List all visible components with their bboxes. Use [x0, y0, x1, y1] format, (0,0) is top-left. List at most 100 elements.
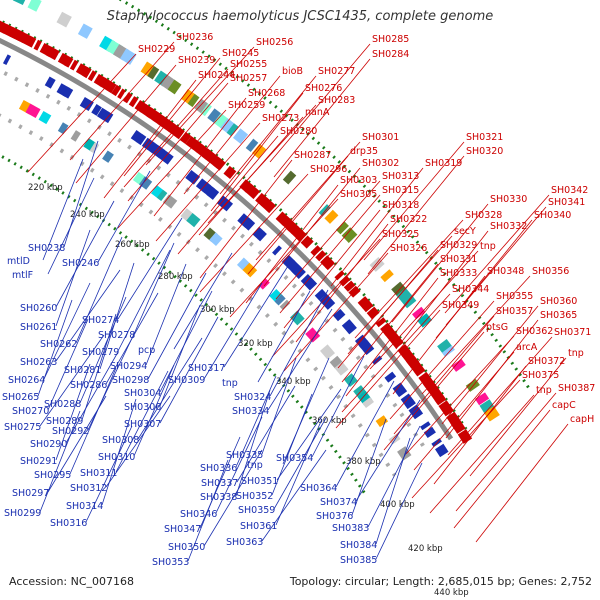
- reverse-gene-label: SH0265: [2, 392, 39, 403]
- cog-band-inner-segment: [57, 122, 69, 135]
- reverse-leader-line: [55, 200, 115, 308]
- reverse-gene-label: mtlD: [7, 256, 30, 267]
- reverse-gene-label: SH0306: [124, 402, 161, 413]
- reverse-leader-line: [39, 334, 105, 427]
- reverse-leader-line: [282, 357, 330, 465]
- forward-leader-line: [145, 46, 255, 166]
- reverse-leader-line: [203, 282, 263, 380]
- forward-gene-label: SH0284: [372, 49, 409, 60]
- forward-strand-segment: [414, 366, 426, 377]
- forward-leader-line: [367, 155, 465, 275]
- forward-gene-label: SH0326: [390, 243, 427, 254]
- forward-leader-line: [273, 58, 371, 178]
- reverse-gene-label: SH0316: [50, 518, 87, 529]
- reverse-strand-segment: [423, 426, 436, 438]
- forward-leader-line: [75, 64, 177, 184]
- forward-strand-segment: [179, 131, 192, 145]
- forward-leader-line: [411, 379, 521, 499]
- forward-gene-label: SH0236: [176, 32, 213, 43]
- forward-leader-line: [369, 250, 479, 370]
- reverse-gene-label: SH0376: [316, 511, 353, 522]
- forward-leader-line: [330, 167, 424, 287]
- forward-gene-label: SH0229: [138, 44, 175, 55]
- reverse-strand-segment: [62, 86, 74, 99]
- reverse-strand-segment: [404, 398, 416, 409]
- forward-strand-segment: [63, 56, 73, 68]
- reverse-gene-label: SH0275: [4, 422, 41, 433]
- reverse-leader-line: [276, 388, 342, 481]
- reverse-strand-segment: [44, 76, 56, 89]
- reverse-gene-label: SH0270: [12, 406, 49, 417]
- forward-strand-segment: [105, 81, 117, 94]
- forward-gene-label: SH0360: [540, 296, 577, 307]
- cog-band-inner-segment: [209, 232, 223, 246]
- reverse-gene-label: SH0289: [46, 416, 83, 427]
- forward-strand-segment: [339, 275, 351, 287]
- reverse-gene-label: SH0352: [236, 491, 273, 502]
- reverse-gene-label: SH0260: [20, 303, 57, 314]
- accession: Accession: NC_007168: [9, 575, 135, 588]
- reverse-gene-label: SH0262: [40, 339, 77, 350]
- forward-leader-line: [199, 173, 309, 293]
- forward-gene-label: SH0357: [496, 306, 533, 317]
- reverse-gene-label: SH0314: [66, 501, 103, 512]
- forward-strand-segment: [343, 280, 356, 292]
- cog-band-outer-segment: [282, 170, 297, 185]
- forward-gene-label: SH0362: [516, 326, 553, 337]
- kbp-tick-label: 280 kbp: [158, 272, 193, 282]
- reverse-strand-segment: [341, 319, 357, 335]
- reverse-strand-segment: [206, 186, 220, 200]
- forward-leader-line: [279, 194, 381, 314]
- genome-summary: Topology: circular; Length: 2,685,015 bp…: [289, 575, 592, 588]
- forward-leader-line: [123, 57, 221, 177]
- grey-ring-1: [0, 113, 397, 477]
- reverse-gene-labels: SH0238 mtlD mtlF SH0246 SH0260 SH0274 SH0261 SH…: [2, 243, 377, 568]
- reverse-gene-label: SH0347: [164, 524, 201, 535]
- reverse-leader-line: [47, 395, 107, 493]
- forward-leader-line: [295, 223, 389, 343]
- cog-band-inner-segment: [25, 103, 41, 118]
- forward-strand-segment: [366, 306, 380, 320]
- reverse-strand-segment: [96, 107, 109, 120]
- reverse-gene-label: SH0263: [20, 357, 57, 368]
- reverse-leader-line: [351, 418, 387, 516]
- grey-ring-0: [0, 68, 430, 455]
- forward-strand-segment: [81, 66, 92, 79]
- gc-ring-0: [118, 0, 531, 390]
- reverse-leader-line: [81, 313, 117, 421]
- reverse-leader-line: [79, 296, 127, 404]
- reverse-leader-line: [47, 177, 95, 275]
- reverse-leader-line: [43, 282, 91, 380]
- cog-band-inner-segment: [274, 294, 286, 306]
- reverse-strand-segment: [272, 245, 282, 256]
- cog-band-inner-segment: [397, 446, 412, 461]
- forward-leader-line: [445, 319, 539, 439]
- reverse-strand-segment: [130, 129, 143, 143]
- reverse-strand-segment: [332, 308, 346, 322]
- cog-band-inner: [18, 100, 412, 461]
- reverse-gene-label: SH0279: [82, 347, 119, 358]
- forward-gene-leaders: [27, 41, 569, 543]
- reverse-gene-label: SH0317: [188, 363, 225, 374]
- forward-gene-label: SH0344: [452, 284, 489, 295]
- map-title: Staphylococcus haemolyticus JCSC1435, co…: [106, 9, 494, 24]
- reverse-strand-segment: [384, 371, 397, 383]
- reverse-gene-label: SH0334: [232, 406, 269, 417]
- forward-strand-segment: [405, 355, 419, 368]
- reverse-leader-line: [267, 308, 333, 411]
- forward-gene-label: tnp: [568, 348, 584, 359]
- reverse-gene-label: SH0304: [124, 388, 161, 399]
- reverse-leader-line: [115, 370, 169, 473]
- forward-leader-line: [27, 53, 137, 173]
- forward-gene-label: SH0268: [248, 88, 285, 99]
- reverse-gene-label: pcp: [138, 345, 155, 356]
- forward-strand-segment: [434, 394, 447, 406]
- kbp-tick-label: 260 kbp: [115, 240, 150, 250]
- reverse-strand-segment: [242, 217, 256, 231]
- forward-gene-label: SH0318: [382, 200, 419, 211]
- cog-band-outer-segment: [27, 0, 42, 12]
- reverse-gene-label: SH0281: [64, 365, 101, 376]
- reverse-leader-line: [375, 462, 423, 560]
- forward-strand-segment: [300, 235, 314, 249]
